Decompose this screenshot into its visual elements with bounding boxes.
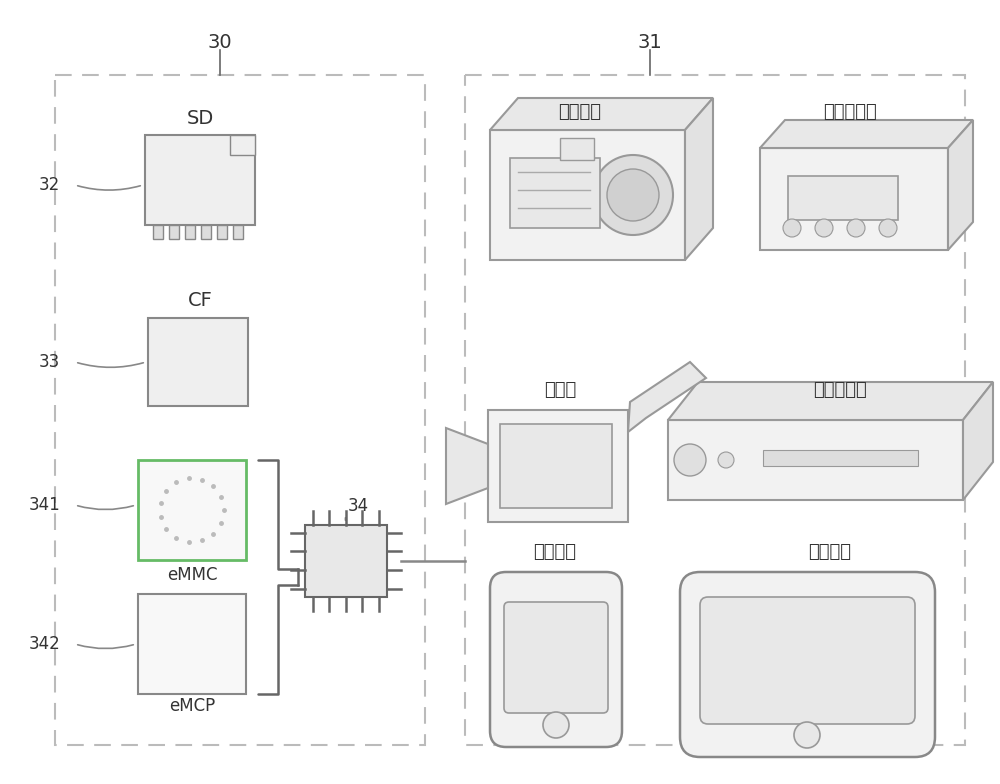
Text: 视频播放器: 视频播放器 <box>813 381 867 399</box>
Bar <box>138 594 246 694</box>
Polygon shape <box>668 382 993 420</box>
Text: 33: 33 <box>39 353 60 371</box>
Text: 通信装置: 通信装置 <box>534 543 576 561</box>
Bar <box>465 75 965 745</box>
FancyBboxPatch shape <box>490 572 622 747</box>
Polygon shape <box>446 428 488 504</box>
Polygon shape <box>230 135 255 155</box>
Bar <box>500 424 612 508</box>
Bar <box>305 525 387 597</box>
Circle shape <box>847 219 865 237</box>
Bar <box>201 225 211 239</box>
Circle shape <box>783 219 801 237</box>
Text: CF: CF <box>188 291 212 310</box>
Text: 342: 342 <box>28 635 60 653</box>
Bar <box>560 138 594 160</box>
FancyBboxPatch shape <box>504 602 608 713</box>
Bar <box>153 225 163 239</box>
Bar <box>510 158 600 228</box>
Bar <box>788 176 898 220</box>
Circle shape <box>674 444 706 476</box>
Circle shape <box>794 722 820 748</box>
Text: eMMC: eMMC <box>167 566 217 584</box>
Text: 数码相机: 数码相机 <box>558 103 602 121</box>
Text: 平板电脑: 平板电脑 <box>808 543 852 561</box>
Polygon shape <box>963 382 993 500</box>
Bar <box>490 130 685 260</box>
Bar <box>763 450 918 466</box>
Circle shape <box>543 712 569 738</box>
Text: 摄像机: 摄像机 <box>544 381 576 399</box>
Polygon shape <box>628 362 706 432</box>
Text: SD: SD <box>186 108 214 128</box>
Text: 32: 32 <box>39 176 60 194</box>
Bar <box>169 225 179 239</box>
Circle shape <box>607 169 659 221</box>
Bar <box>760 148 948 250</box>
Bar <box>668 420 963 500</box>
Text: 30: 30 <box>208 32 232 52</box>
Circle shape <box>718 452 734 468</box>
Bar <box>145 135 255 225</box>
FancyBboxPatch shape <box>700 597 915 724</box>
Circle shape <box>815 219 833 237</box>
Polygon shape <box>685 98 713 260</box>
Bar <box>217 225 227 239</box>
Polygon shape <box>948 120 973 250</box>
Bar <box>55 75 425 745</box>
Bar <box>148 318 248 406</box>
Text: eMCP: eMCP <box>169 697 215 715</box>
Bar <box>233 225 243 239</box>
Bar <box>138 460 246 560</box>
Bar <box>156 612 228 676</box>
Polygon shape <box>490 98 713 130</box>
Bar <box>488 410 628 522</box>
Text: 音频播放器: 音频播放器 <box>823 103 877 121</box>
Circle shape <box>879 219 897 237</box>
Text: 341: 341 <box>28 496 60 514</box>
FancyBboxPatch shape <box>680 572 935 757</box>
Text: 31: 31 <box>638 32 662 52</box>
Bar <box>185 225 195 239</box>
Circle shape <box>593 155 673 235</box>
Text: 34: 34 <box>347 497 369 515</box>
Polygon shape <box>760 120 973 148</box>
